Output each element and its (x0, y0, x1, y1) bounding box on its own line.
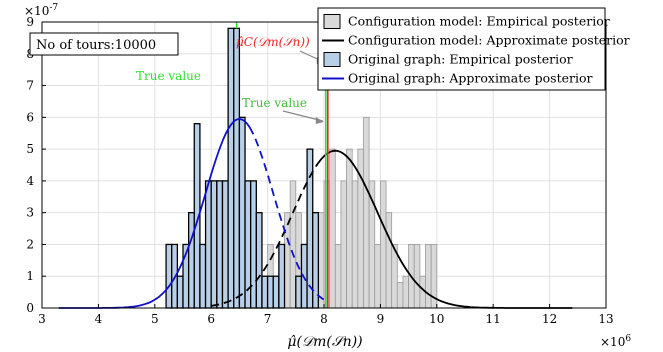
arrow-head (315, 117, 324, 124)
legend-entry-label: Original graph: Approximate posterior (348, 71, 593, 86)
true-value-annotation-original: True value (136, 69, 201, 83)
y-tick-label: 2 (26, 237, 34, 251)
legend: Configuration model: Empirical posterior… (317, 7, 630, 91)
y-tick-label: 6 (26, 110, 34, 124)
original-graph-bar (233, 27, 241, 309)
configuration-model-bar (284, 212, 291, 309)
x-tick-label: 6 (207, 312, 215, 326)
configuration-model-bar (346, 148, 353, 309)
tours-info-box: No of tours:10000 (29, 32, 179, 56)
x-exponent-label: ×106 (600, 334, 631, 349)
y-tick-label: 1 (26, 269, 34, 283)
x-tick-label: 10 (429, 312, 444, 326)
original-posterior-curve-dashed (248, 126, 325, 301)
original-graph-bar (199, 243, 207, 309)
x-tick-label: 4 (95, 312, 103, 326)
legend-swatch-config-hist (323, 14, 341, 29)
x-tick-label: 11 (486, 312, 501, 326)
y-tick-label: 5 (26, 142, 34, 156)
y-tick-label: 0 (26, 301, 34, 315)
configuration-model-bar (329, 148, 336, 309)
x-tick-label: 8 (320, 312, 328, 326)
y-tick-label: 7 (26, 79, 34, 93)
configuration-model-bar (425, 244, 432, 309)
true-value-annotation-config: True value (242, 96, 307, 110)
y-tick-label: 3 (26, 206, 34, 220)
x-tick-label: 13 (598, 312, 613, 326)
x-tick-label: 5 (151, 312, 159, 326)
x-axis-label: μ̂(𝒟m(𝒮n)) (287, 334, 362, 350)
x-tick-label: 12 (542, 312, 557, 326)
configuration-model-bar (351, 180, 359, 309)
original-graph-bar (278, 243, 286, 309)
x-tick-label: 9 (377, 312, 385, 326)
legend-box (317, 7, 606, 91)
y-tick-label: 4 (26, 174, 34, 188)
configuration-model-bar (413, 244, 421, 309)
legend-entry-label: Configuration model: Empirical posterior (348, 14, 610, 29)
original-graph-bar (210, 180, 218, 309)
original-graph-bar (221, 180, 229, 309)
configuration-model-bar (402, 275, 409, 309)
legend-swatch-original-hist (323, 52, 341, 67)
legend-entry-label: Original graph: Empirical posterior (348, 52, 573, 67)
original-graph-bar (266, 275, 274, 309)
original-graph-bar (238, 116, 246, 309)
configuration-model-bar (379, 180, 387, 309)
y-exponent-label: ×10-7 (24, 3, 58, 18)
original-graph-bar (204, 180, 212, 309)
original-graph-bar (250, 180, 257, 309)
x-tick-label: 3 (38, 312, 46, 326)
tours-info-label: No of tours:10000 (36, 38, 156, 53)
original-graph-bar (255, 212, 263, 309)
configuration-model-bar (363, 116, 370, 309)
configuration-model-bar (385, 212, 393, 309)
configuration-posterior-curve-dashed (211, 162, 320, 307)
configuration-model-bar (374, 244, 381, 309)
configuration-model-bar (334, 244, 342, 309)
original-graph-bar (216, 180, 224, 309)
configuration-model-bar (289, 180, 297, 309)
legend-entry-label: Configuration model: Approximate posteri… (348, 33, 630, 48)
original-graph-bar (295, 275, 303, 309)
configuration-model-bar (323, 180, 331, 309)
original-graph-bar (261, 275, 269, 309)
configuration-model-bar (317, 212, 325, 309)
annotations-layer: True value True value μ̂C(𝒟m(𝒮n)) (136, 35, 325, 124)
configuration-model-bar (340, 180, 347, 309)
original-graph-bar (312, 212, 320, 309)
original-graph-bar (165, 243, 173, 309)
original-graph-bar (176, 275, 184, 309)
estimate-annotation: μ̂C(𝒟m(𝒮n)) (236, 35, 310, 49)
ticks-layer: 3456789101112130123456789 (26, 15, 613, 326)
y-tick-label: 9 (26, 15, 34, 29)
original-graph-bar (187, 212, 195, 309)
original-graph-bar (272, 275, 280, 309)
bars-layer (165, 27, 438, 309)
original-graph-bar (227, 27, 235, 309)
configuration-model-bar (396, 282, 404, 309)
x-tick-label: 7 (264, 312, 272, 326)
